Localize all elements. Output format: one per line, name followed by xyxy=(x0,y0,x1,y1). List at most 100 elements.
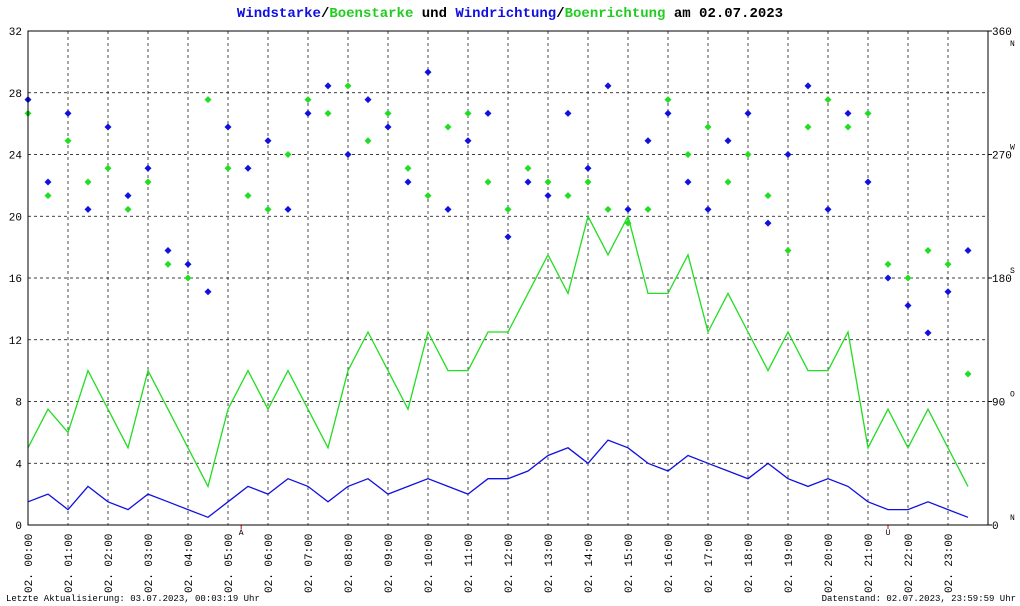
direction-point xyxy=(804,82,812,90)
direction-point xyxy=(484,178,492,186)
direction-point xyxy=(744,151,752,158)
y2-tick-label: 90 xyxy=(992,398,1005,410)
x-tick-label: 02. 14:00 xyxy=(584,534,596,593)
x-tick-label: 02. 20:00 xyxy=(824,534,836,593)
direction-point xyxy=(244,164,252,172)
direction-point xyxy=(464,137,472,145)
direction-point xyxy=(384,109,392,117)
x-tick-label: 02. 21:00 xyxy=(864,534,876,593)
annotation-label: A xyxy=(239,529,244,538)
title-part: Windrichtung xyxy=(455,6,556,22)
direction-point xyxy=(644,137,652,145)
x-tick-label: 02. 00:00 xyxy=(24,534,36,593)
direction-point xyxy=(864,178,872,186)
direction-point xyxy=(524,178,532,186)
direction-point xyxy=(244,192,252,200)
direction-point xyxy=(344,151,352,158)
x-tick-label: 02. 18:00 xyxy=(744,534,756,593)
y2-direction-label: S xyxy=(1010,267,1015,276)
direction-point xyxy=(544,178,552,186)
direction-point xyxy=(44,192,52,200)
x-tick-label: 02. 09:00 xyxy=(384,534,396,593)
direction-point xyxy=(204,96,212,104)
direction-point xyxy=(444,123,452,131)
title-part: und xyxy=(413,6,455,22)
direction-point xyxy=(824,205,832,213)
y2-tick-label: 270 xyxy=(992,151,1012,163)
direction-point xyxy=(684,151,692,158)
direction-point xyxy=(164,260,172,268)
x-tick-label: 02. 12:00 xyxy=(504,534,516,593)
direction-point xyxy=(904,301,912,309)
direction-point xyxy=(664,96,672,104)
direction-point xyxy=(764,219,772,227)
direction-point xyxy=(704,123,712,131)
direction-point xyxy=(804,123,812,131)
direction-point xyxy=(744,109,752,117)
direction-point xyxy=(544,192,552,200)
direction-point xyxy=(604,205,612,213)
y-tick-label: 24 xyxy=(9,151,23,163)
direction-point xyxy=(284,205,292,213)
y-tick-label: 28 xyxy=(9,89,22,101)
direction-point xyxy=(344,82,352,90)
x-tick-label: 02. 23:00 xyxy=(944,534,956,593)
direction-point xyxy=(304,96,312,104)
direction-point xyxy=(724,137,732,145)
direction-point xyxy=(324,109,332,117)
direction-point xyxy=(964,370,972,378)
direction-point xyxy=(784,247,792,255)
direction-point xyxy=(924,329,932,337)
direction-point xyxy=(704,205,712,213)
direction-point xyxy=(324,82,332,90)
direction-point xyxy=(904,274,912,282)
direction-point xyxy=(64,137,72,145)
title-part: am 02.07.2023 xyxy=(665,6,783,22)
series-line xyxy=(27,214,969,489)
direction-point xyxy=(364,96,372,104)
x-tick-label: 02. 10:00 xyxy=(424,534,436,593)
direction-point xyxy=(84,205,92,213)
footer-right: Datenstand: 02.07.2023, 23:59:59 Uhr xyxy=(822,594,1016,604)
x-tick-label: 02. 22:00 xyxy=(904,534,916,593)
x-tick-label: 02. 03:00 xyxy=(144,534,156,593)
direction-point xyxy=(104,164,112,172)
direction-point xyxy=(224,123,232,131)
y2-direction-label: N xyxy=(1010,514,1015,523)
x-tick-label: 02. 06:00 xyxy=(264,534,276,593)
title-part: / xyxy=(321,6,329,22)
title-part: Boenrichtung xyxy=(565,6,666,22)
x-tick-label: 02. 01:00 xyxy=(64,534,76,593)
annotation-label: U xyxy=(886,529,891,538)
x-tick-label: 02. 11:00 xyxy=(464,534,476,593)
y-tick-label: 16 xyxy=(9,274,22,286)
direction-point xyxy=(464,109,472,117)
direction-point xyxy=(224,164,232,172)
y2-direction-label: N xyxy=(1010,40,1015,49)
x-tick-label: 02. 13:00 xyxy=(544,534,556,593)
direction-point xyxy=(264,205,272,213)
direction-point xyxy=(524,164,532,172)
direction-point xyxy=(944,260,952,268)
direction-point xyxy=(164,247,172,255)
direction-point xyxy=(624,219,632,227)
x-tick-label: 02. 17:00 xyxy=(704,534,716,593)
direction-point xyxy=(404,178,412,186)
y-tick-label: 12 xyxy=(9,336,22,348)
direction-point xyxy=(764,192,772,200)
title-part: Boenstarke xyxy=(329,6,413,22)
y2-tick-label: 360 xyxy=(992,27,1012,39)
direction-point xyxy=(84,178,92,186)
x-tick-label: 02. 15:00 xyxy=(624,534,636,593)
direction-point xyxy=(504,205,512,213)
direction-point xyxy=(184,260,192,268)
direction-point xyxy=(424,68,432,76)
y2-tick-label: 0 xyxy=(992,521,999,533)
y-tick-label: 32 xyxy=(9,27,22,39)
direction-point xyxy=(584,164,592,172)
direction-point xyxy=(824,96,832,104)
direction-point xyxy=(664,109,672,117)
direction-point xyxy=(44,178,52,186)
